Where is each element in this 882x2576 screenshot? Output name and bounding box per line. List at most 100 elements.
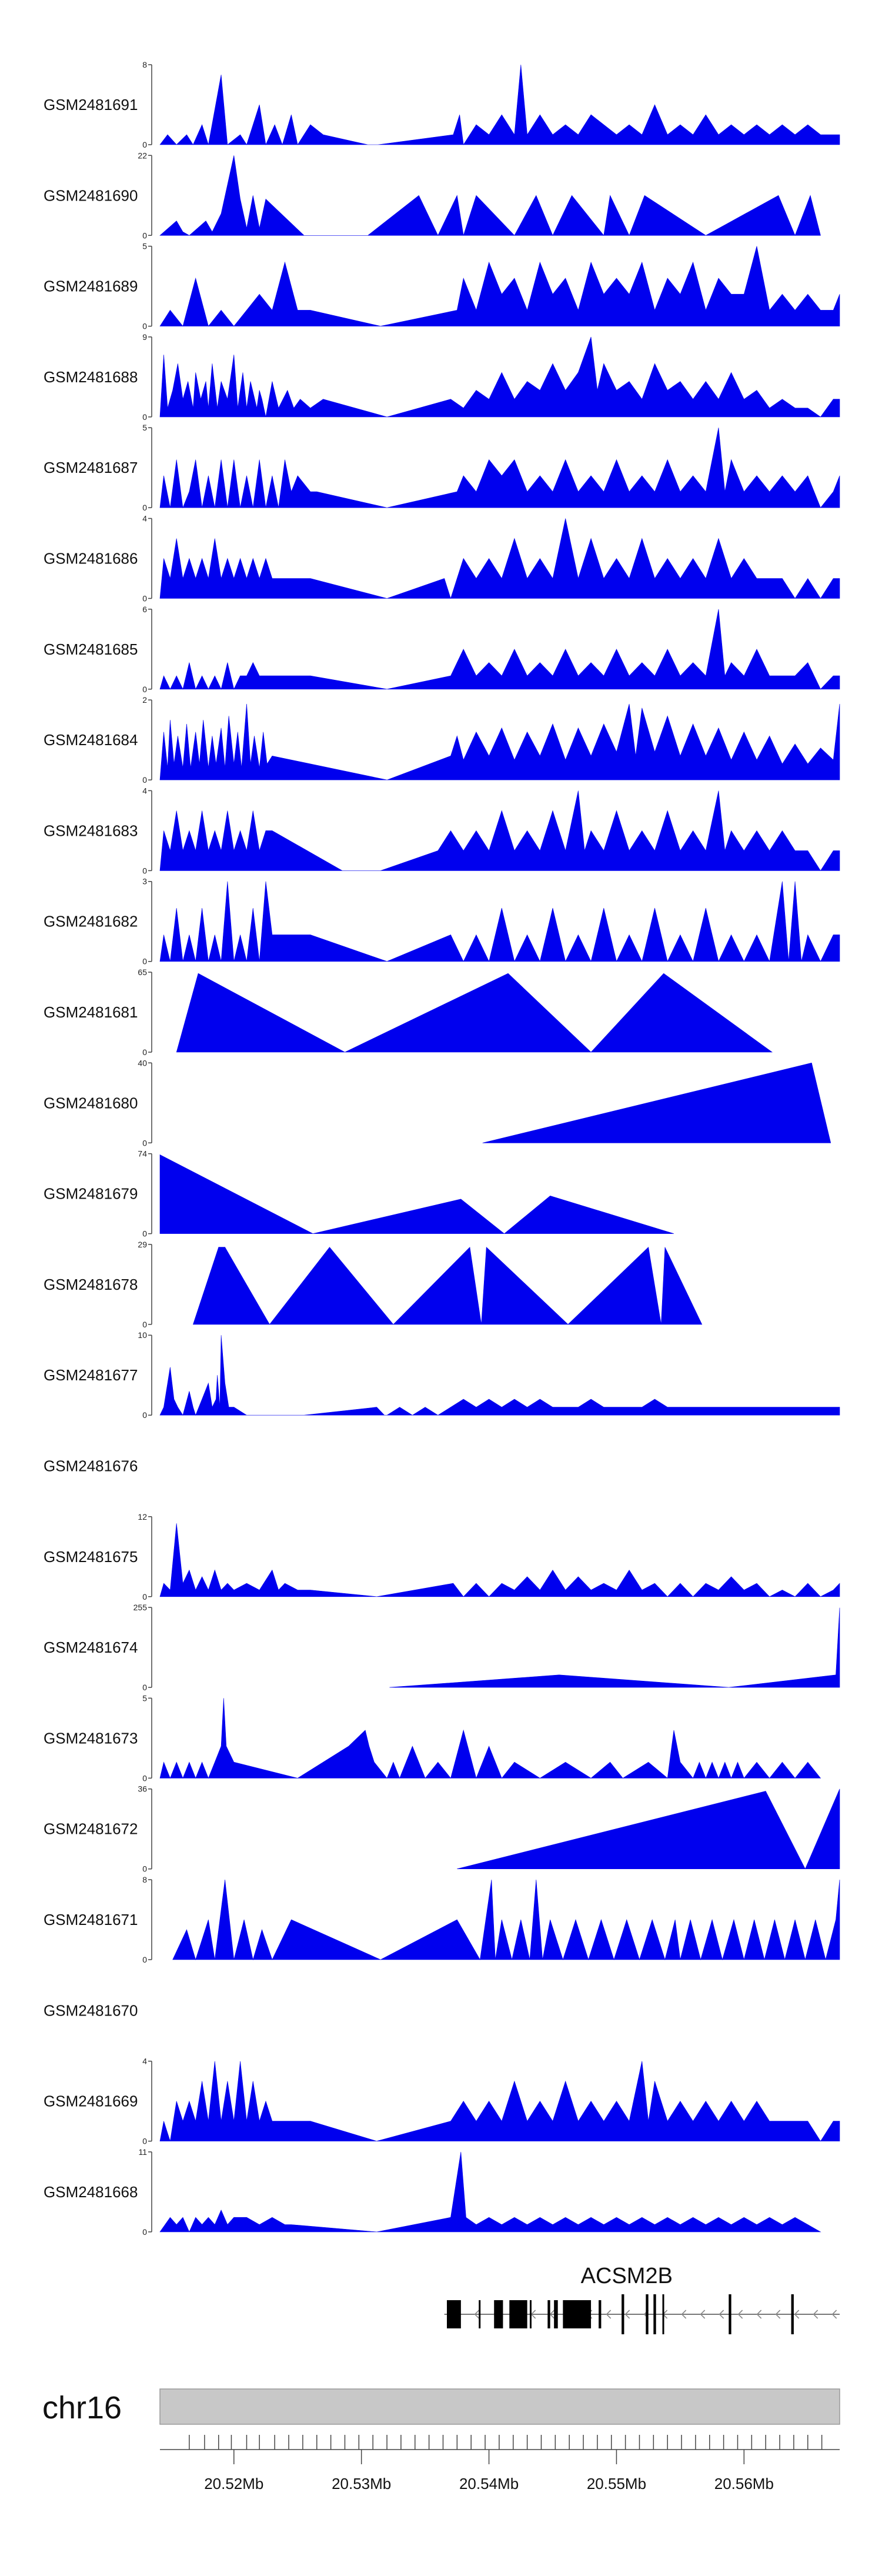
coverage-area — [482, 1062, 831, 1143]
track-GSM2481677: GSM2481677 10 0 — [44, 1330, 840, 1420]
y-max-label: 3 — [142, 877, 147, 886]
track-label: GSM2481684 — [44, 731, 138, 749]
y-min-label: 0 — [142, 866, 147, 875]
y-max-label: 4 — [142, 786, 147, 795]
coverage-area — [159, 155, 821, 236]
y-max-label: 36 — [138, 1784, 147, 1794]
coverage-area — [172, 1879, 840, 1961]
coverage-area — [159, 790, 840, 871]
y-max-label: 255 — [133, 1603, 148, 1612]
gene-name-label: ACSM2B — [581, 2264, 673, 2288]
axis-coordinate-label: 20.55Mb — [587, 2475, 646, 2492]
coverage-area — [159, 2151, 821, 2233]
track-GSM2481690: GSM2481690 22 0 — [44, 151, 821, 240]
y-min-label: 0 — [142, 2227, 147, 2237]
exon — [622, 2294, 624, 2334]
track-GSM2481671: GSM2481671 8 0 — [44, 1875, 840, 1964]
y-min-label: 0 — [142, 1955, 147, 1964]
track-GSM2481686: GSM2481686 4 0 — [44, 514, 840, 603]
y-axis-ticks — [148, 880, 152, 962]
y-axis-ticks — [148, 2151, 152, 2233]
axis-coordinate-label: 20.53Mb — [332, 2475, 391, 2492]
track-label: GSM2481683 — [44, 822, 138, 839]
y-min-label: 0 — [142, 503, 147, 512]
exon — [662, 2294, 664, 2334]
track-label: GSM2481685 — [44, 640, 138, 658]
exon — [653, 2294, 656, 2334]
y-min-label: 0 — [142, 1047, 147, 1057]
y-min-label: 0 — [142, 685, 147, 694]
y-axis-ticks — [148, 518, 152, 599]
exon — [791, 2294, 794, 2334]
y-max-label: 29 — [138, 1240, 147, 1249]
coverage-area — [159, 881, 840, 962]
y-max-label: 40 — [138, 1058, 147, 1067]
y-axis-ticks — [148, 1697, 152, 1779]
y-min-label: 0 — [142, 1773, 147, 1783]
strand-arrow — [719, 2310, 724, 2319]
track-GSM2481675: GSM2481675 12 0 — [44, 1512, 840, 1601]
exon — [599, 2300, 602, 2328]
y-min-label: 0 — [142, 1864, 147, 1874]
coverage-area — [159, 609, 840, 690]
track-GSM2481688: GSM2481688 9 0 — [44, 332, 840, 422]
strand-arrow — [813, 2310, 818, 2319]
y-axis-ticks — [148, 609, 152, 690]
y-axis-ticks — [148, 972, 152, 1053]
y-axis-ticks — [148, 1788, 152, 1870]
track-GSM2481687: GSM2481687 5 0 — [44, 423, 840, 512]
track-label: GSM2481671 — [44, 1911, 138, 1928]
coverage-area — [176, 973, 773, 1053]
track-GSM2481670: GSM2481670 — [44, 2001, 138, 2019]
track-label: GSM2481690 — [44, 186, 138, 204]
strand-arrow — [681, 2310, 687, 2319]
y-axis-ticks — [148, 155, 152, 236]
track-label: GSM2481688 — [44, 368, 138, 386]
coverage-area — [159, 2061, 840, 2142]
y-axis-ticks — [148, 699, 152, 780]
axis-coordinate-label: 20.52Mb — [204, 2475, 263, 2492]
coverage-area — [159, 1698, 821, 1779]
track-label: GSM2481668 — [44, 2183, 138, 2201]
y-min-label: 0 — [142, 775, 147, 785]
y-max-label: 9 — [142, 332, 147, 342]
coverage-area — [159, 64, 840, 146]
track-GSM2481668: GSM2481668 11 0 — [44, 2147, 821, 2237]
y-max-label: 8 — [142, 1875, 147, 1884]
track-GSM2481681: GSM2481681 65 0 — [44, 967, 773, 1057]
exon — [509, 2300, 527, 2328]
y-axis-ticks — [148, 1062, 152, 1144]
y-axis-ticks — [148, 336, 152, 418]
strand-arrow — [756, 2310, 762, 2319]
strand-arrow — [794, 2310, 800, 2319]
coverage-area — [159, 246, 840, 327]
y-max-label: 5 — [142, 242, 147, 251]
y-max-label: 22 — [138, 151, 147, 160]
exon — [547, 2300, 550, 2328]
track-GSM2481685: GSM2481685 6 0 — [44, 605, 840, 694]
track-GSM2481673: GSM2481673 5 0 — [44, 1693, 821, 1783]
strand-arrow — [737, 2310, 743, 2319]
strand-arrow — [606, 2310, 612, 2319]
track-label: GSM2481679 — [44, 1185, 138, 1203]
y-axis-ticks — [148, 1879, 152, 1960]
track-label: GSM2481674 — [44, 1639, 138, 1656]
strand-arrow — [624, 2310, 630, 2319]
track-label: GSM2481677 — [44, 1366, 138, 1384]
coverage-area — [159, 1154, 674, 1234]
track-label: GSM2481687 — [44, 459, 138, 476]
strand-arrow — [775, 2310, 781, 2319]
y-max-label: 65 — [138, 967, 147, 977]
y-min-label: 0 — [142, 231, 147, 240]
track-label: GSM2481670 — [44, 2001, 138, 2019]
exon — [554, 2300, 558, 2328]
track-GSM2481684: GSM2481684 2 0 — [44, 695, 840, 785]
exon — [479, 2300, 481, 2328]
y-min-label: 0 — [142, 594, 147, 603]
exon — [646, 2294, 649, 2334]
track-label: GSM2481673 — [44, 1729, 138, 1747]
coverage-area — [159, 336, 840, 418]
gene-track: ACSM2B — [444, 2264, 840, 2334]
track-label: GSM2481680 — [44, 1094, 138, 1112]
